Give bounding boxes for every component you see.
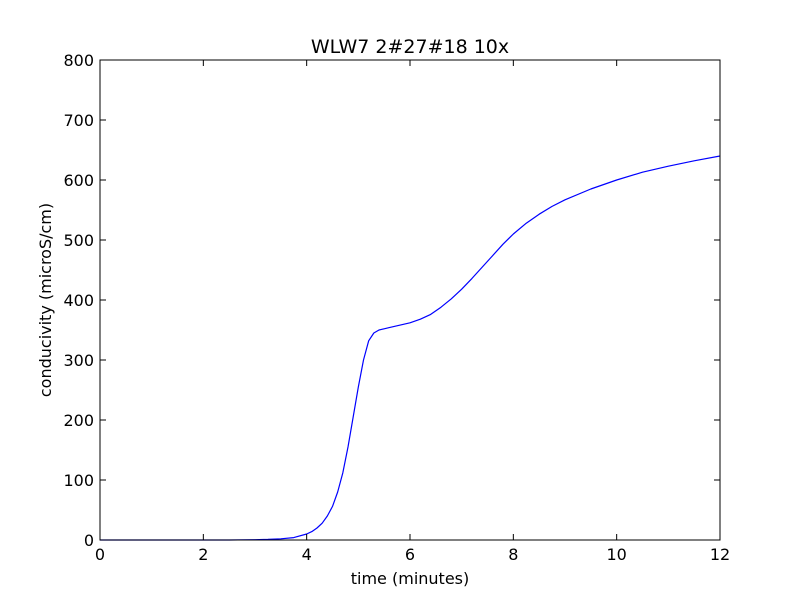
y-tick-label: 500 [63,231,94,250]
x-tick-label: 6 [405,545,415,564]
y-tick-label: 700 [63,111,94,130]
plot-frame [99,59,721,541]
x-tick-label: 12 [710,545,730,564]
y-tick-label: 100 [63,471,94,490]
x-tick-label: 0 [95,545,105,564]
y-tick-label: 300 [63,351,94,370]
x-tick-label: 10 [606,545,626,564]
y-tick-label: 0 [84,531,94,550]
y-tick-label: 800 [63,51,94,70]
chart-title: WLW7 2#27#18 10x [311,36,509,58]
y-tick-label: 200 [63,411,94,430]
tick-layer: 0 2 4 6 8 10 12 0 100 200 300 400 500 600 700 800 [63,51,730,564]
y-axis-label: conducivity (microS/cm) [36,203,55,397]
x-tick-label: 8 [508,545,518,564]
y-tick-label: 600 [63,171,94,190]
x-axis-label: time (minutes) [351,569,469,588]
series-line-0 [100,155,721,541]
x-tick-label: 4 [302,545,312,564]
x-tick-label: 2 [198,545,208,564]
plot-layer [100,155,721,541]
y-tick-label: 400 [63,291,94,310]
